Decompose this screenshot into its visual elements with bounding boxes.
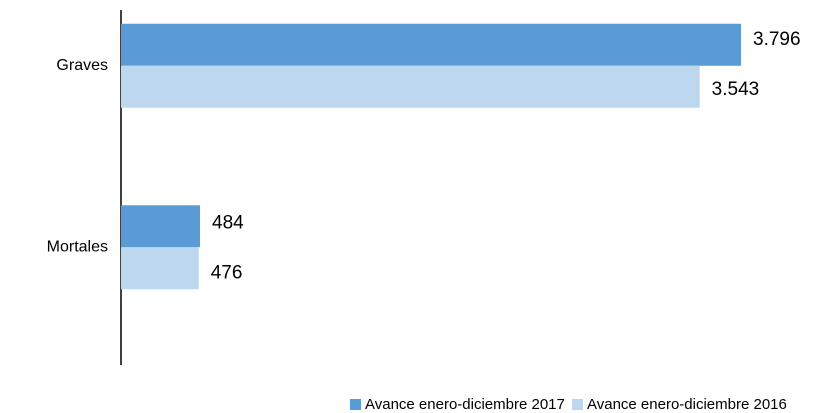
legend-label: Avance enero-diciembre 2016 xyxy=(587,396,787,413)
bar xyxy=(121,65,700,108)
bar xyxy=(121,247,199,290)
legend-swatch xyxy=(572,399,583,410)
value-label: 476 xyxy=(211,262,243,283)
value-label: 484 xyxy=(212,212,244,233)
value-label: 3.543 xyxy=(712,79,760,100)
value-label: 3.796 xyxy=(753,29,801,50)
legend-swatch xyxy=(350,399,361,410)
bar xyxy=(121,205,201,248)
category-label: Graves xyxy=(56,57,108,74)
legend-label: Avance enero-diciembre 2017 xyxy=(365,396,565,413)
category-label: Mortales xyxy=(47,238,108,255)
bar xyxy=(121,23,741,66)
